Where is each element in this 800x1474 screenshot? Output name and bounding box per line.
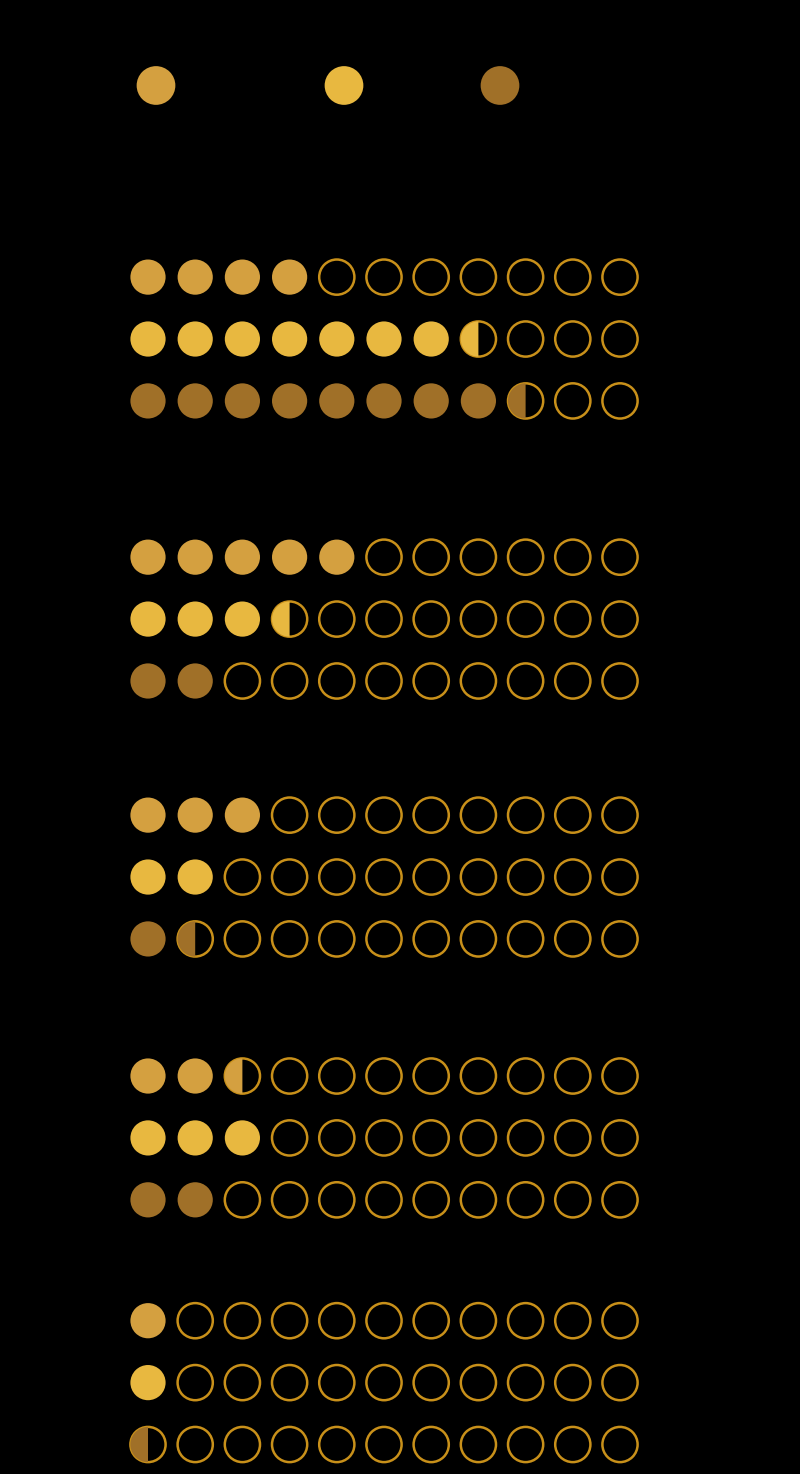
Ellipse shape <box>272 539 307 575</box>
Ellipse shape <box>225 797 260 833</box>
Ellipse shape <box>225 383 260 419</box>
Ellipse shape <box>272 383 307 419</box>
Ellipse shape <box>414 321 449 357</box>
Ellipse shape <box>319 321 354 357</box>
Ellipse shape <box>366 383 402 419</box>
Ellipse shape <box>225 601 260 637</box>
Ellipse shape <box>137 66 175 105</box>
Ellipse shape <box>178 1182 213 1218</box>
Ellipse shape <box>319 539 354 575</box>
Ellipse shape <box>130 1120 166 1156</box>
Ellipse shape <box>130 1058 166 1094</box>
Ellipse shape <box>130 539 166 575</box>
Ellipse shape <box>130 921 166 957</box>
Ellipse shape <box>366 321 402 357</box>
Ellipse shape <box>272 321 307 357</box>
Ellipse shape <box>130 1365 166 1400</box>
Ellipse shape <box>178 601 213 637</box>
Ellipse shape <box>130 383 166 419</box>
Ellipse shape <box>130 859 166 895</box>
Ellipse shape <box>178 859 213 895</box>
Ellipse shape <box>130 601 166 637</box>
Ellipse shape <box>130 663 166 699</box>
Ellipse shape <box>130 321 166 357</box>
Ellipse shape <box>178 539 213 575</box>
Ellipse shape <box>130 259 166 295</box>
PathPatch shape <box>272 601 290 637</box>
PathPatch shape <box>130 1427 148 1462</box>
Ellipse shape <box>461 383 496 419</box>
Ellipse shape <box>130 1303 166 1338</box>
Ellipse shape <box>178 663 213 699</box>
Ellipse shape <box>225 539 260 575</box>
Ellipse shape <box>414 383 449 419</box>
Ellipse shape <box>178 1120 213 1156</box>
PathPatch shape <box>225 1058 242 1094</box>
Ellipse shape <box>325 66 363 105</box>
Ellipse shape <box>319 383 354 419</box>
Ellipse shape <box>225 259 260 295</box>
PathPatch shape <box>178 921 195 957</box>
Ellipse shape <box>225 1120 260 1156</box>
Ellipse shape <box>272 259 307 295</box>
Ellipse shape <box>130 797 166 833</box>
PathPatch shape <box>508 383 526 419</box>
PathPatch shape <box>461 321 478 357</box>
Ellipse shape <box>225 321 260 357</box>
Ellipse shape <box>481 66 519 105</box>
Ellipse shape <box>178 321 213 357</box>
Ellipse shape <box>178 1058 213 1094</box>
Ellipse shape <box>178 797 213 833</box>
Ellipse shape <box>130 1182 166 1218</box>
Ellipse shape <box>178 383 213 419</box>
Ellipse shape <box>178 259 213 295</box>
